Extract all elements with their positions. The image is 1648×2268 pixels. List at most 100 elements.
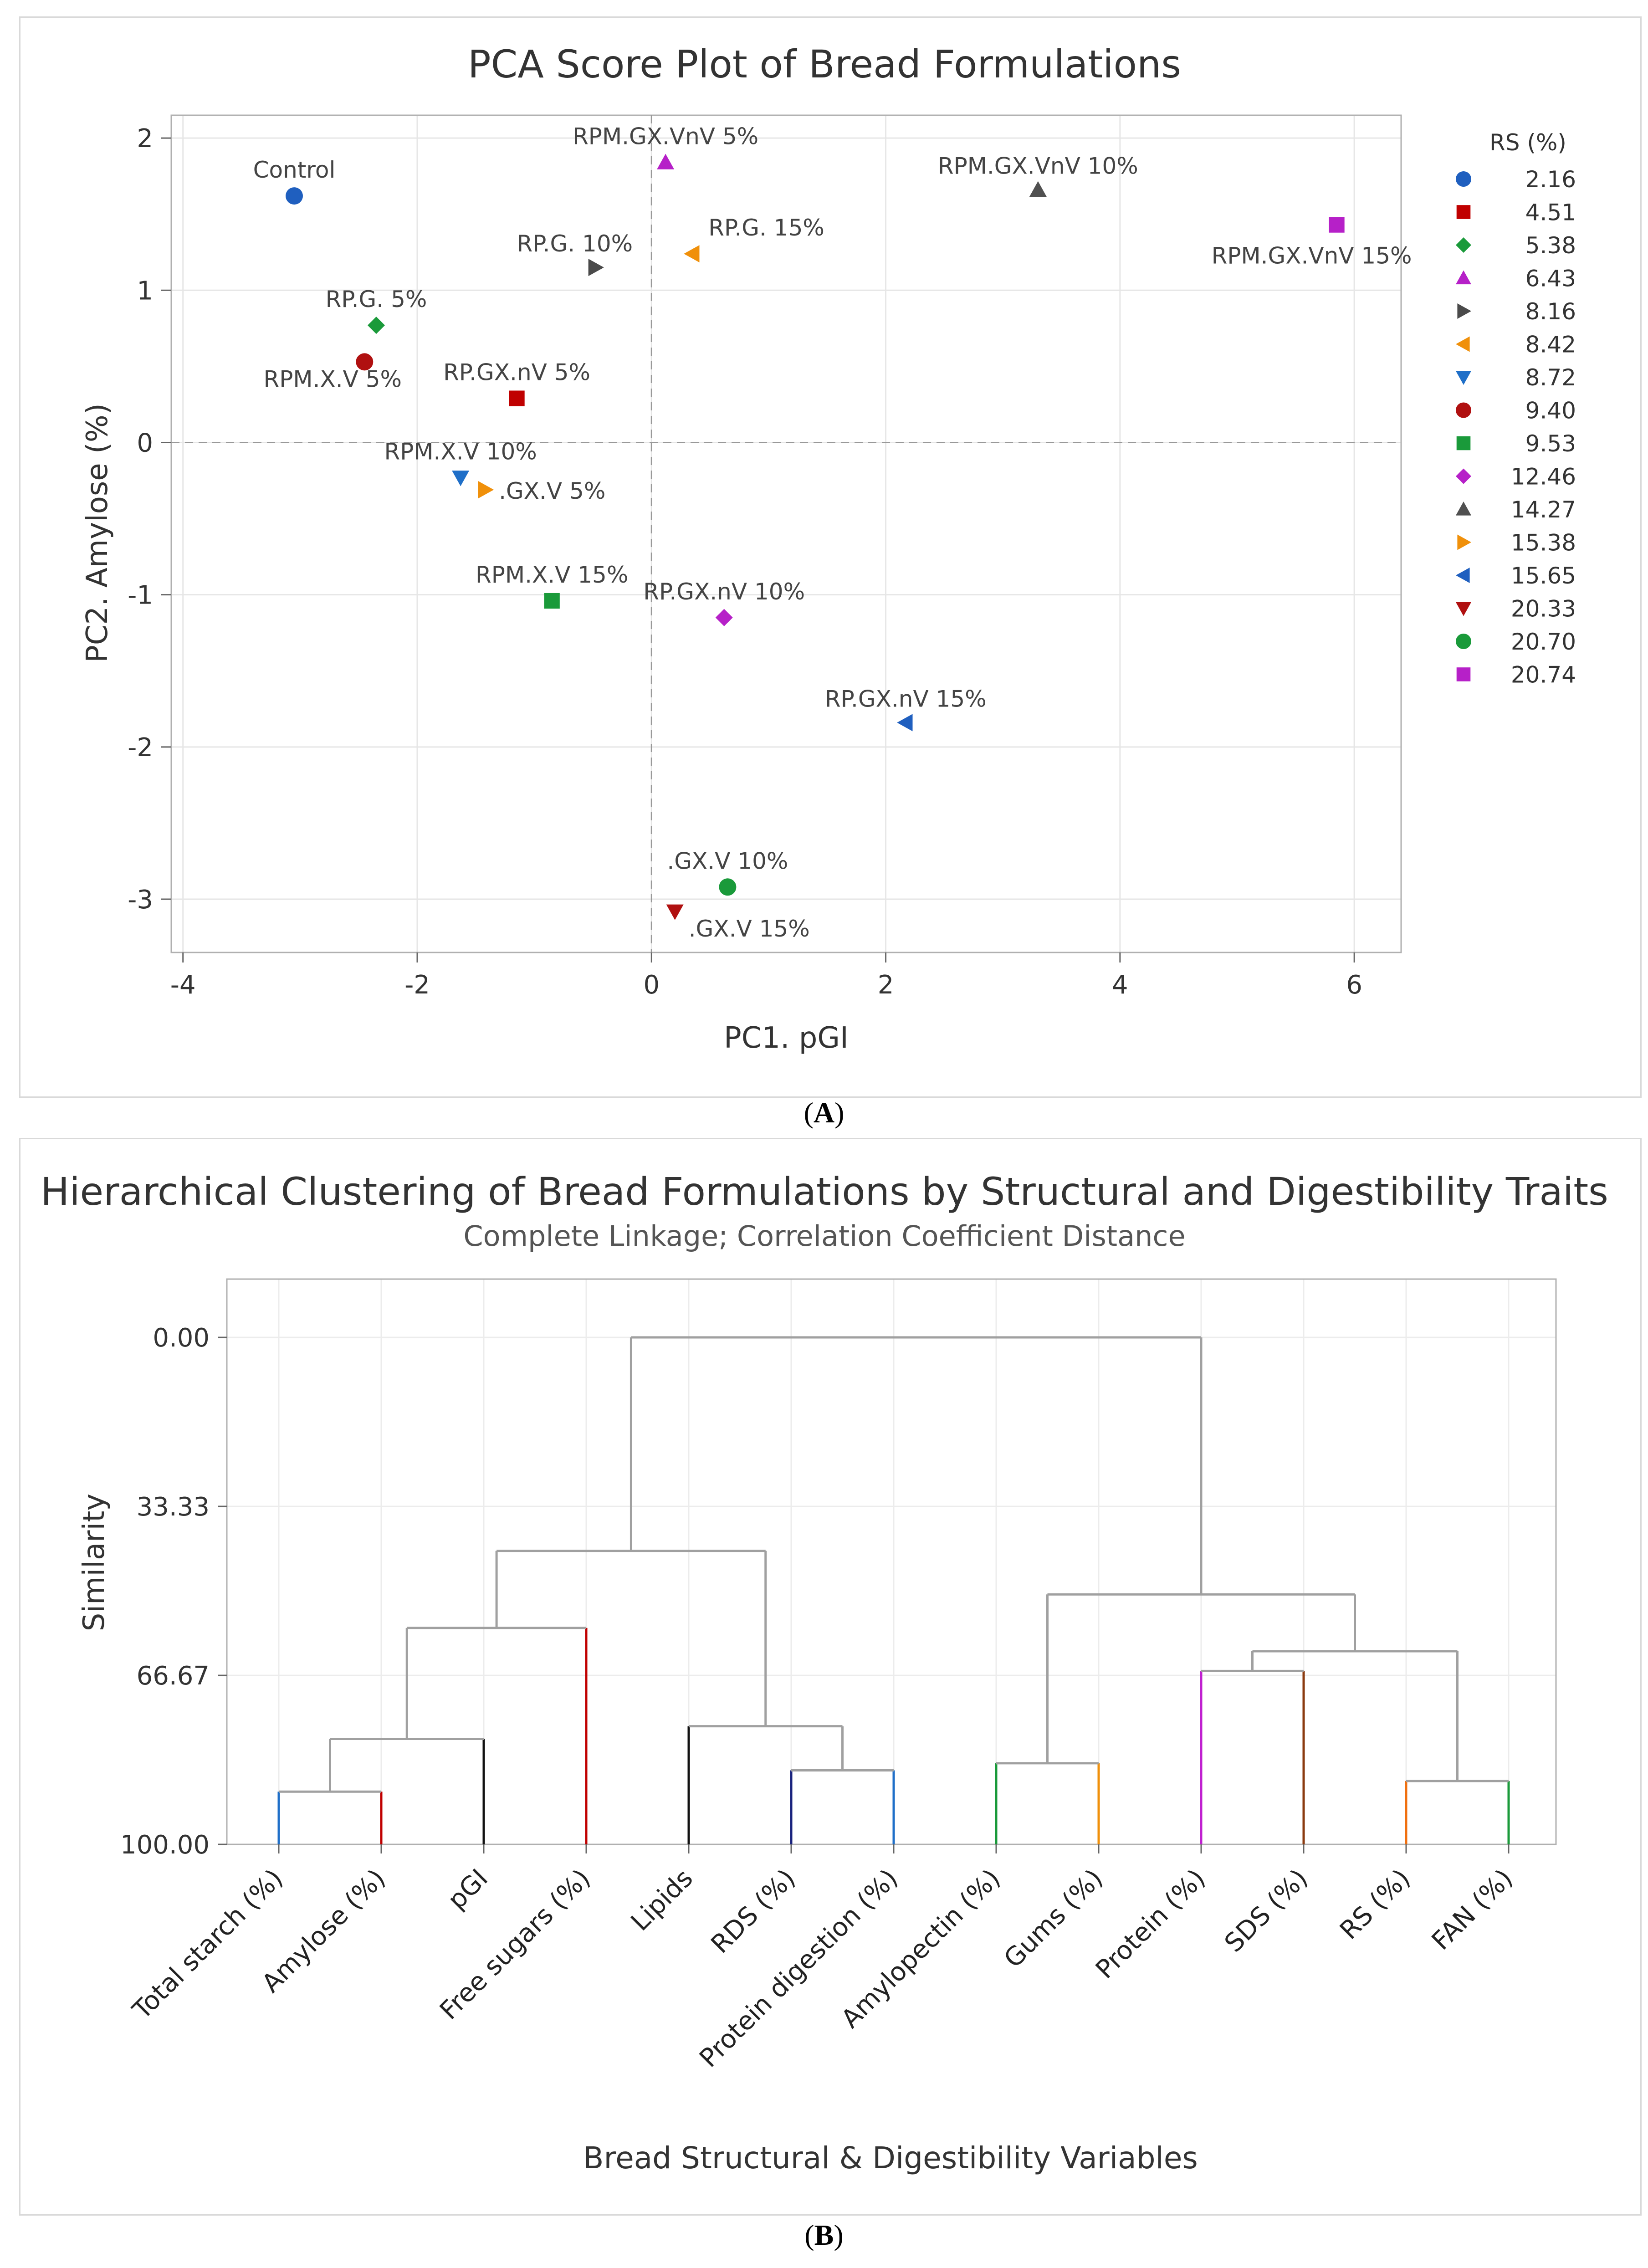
pca-y-tick-label: 1	[137, 276, 153, 306]
pca-point-marker	[588, 259, 604, 276]
pca-point-marker	[657, 154, 675, 169]
legend-entry-label: 8.16	[1525, 298, 1576, 325]
pca-point-label: RP.GX.nV 10%	[643, 579, 805, 605]
legend-entry-label: 20.33	[1511, 596, 1576, 622]
legend-marker	[1456, 371, 1471, 385]
pca-point-label: RP.G. 10%	[517, 230, 633, 257]
legend-marker	[1456, 468, 1471, 484]
legend-entry-label: 20.70	[1511, 629, 1576, 655]
legend-marker	[1457, 303, 1471, 319]
dendrogram-leaf-label: SDS (%)	[1219, 1864, 1314, 1958]
pca-ticks: -4 -2 0 2 4 6 -3 -2 -1 0 1 2	[128, 124, 1362, 1000]
pca-point-marker	[719, 878, 737, 896]
pca-point-label: RP.G. 5%	[326, 286, 427, 312]
pca-x-tick-label: 2	[878, 970, 894, 1000]
dendrogram-gridlines	[227, 1279, 1556, 1845]
pca-y-tick-label: -3	[128, 885, 153, 915]
legend-marker	[1456, 602, 1471, 616]
pca-point-marker	[897, 714, 913, 732]
legend-marker	[1456, 502, 1471, 516]
pca-point-label: .GX.V 10%	[667, 848, 788, 874]
legend-marker	[1456, 237, 1471, 253]
pca-score-plot: PCA Score Plot of Bread Formulations -4 -…	[81, 42, 1576, 1055]
dendrogram-y-tick-label: 100.00	[120, 1830, 210, 1860]
pca-point-marker	[478, 481, 494, 499]
dendrogram-leaf-label: Lipids	[625, 1864, 699, 1937]
legend-entry-label: 8.72	[1525, 364, 1576, 391]
dendrogram-subtitle: Complete Linkage; Correlation Coefficien…	[463, 1219, 1185, 1253]
pca-point-marker	[509, 390, 525, 406]
legend-marker	[1456, 436, 1471, 451]
pca-x-axis-label: PC1. pGI	[724, 1021, 849, 1055]
legend-marker	[1456, 568, 1470, 583]
legend-entry-label: 15.65	[1511, 563, 1576, 589]
panel-b-caption: (B)	[804, 2219, 844, 2251]
pca-y-tick-label: 2	[137, 124, 153, 154]
dendrogram-title: Hierarchical Clustering of Bread Formula…	[41, 1169, 1608, 1214]
pca-point-marker	[286, 187, 303, 205]
legend-marker	[1456, 667, 1471, 681]
dendrogram-leaf-label: Gums (%)	[998, 1864, 1109, 1974]
legend-marker	[1456, 336, 1470, 352]
pca-point-label: RPM.GX.VnV 15%	[1212, 243, 1412, 269]
legend-entry-label: 9.40	[1525, 398, 1576, 424]
pca-x-tick-label: -2	[404, 970, 430, 1000]
dendrogram-leaf-label: RS (%)	[1334, 1864, 1416, 1945]
pca-x-tick-label: -4	[170, 970, 196, 1000]
legend-entry-label: 20.74	[1511, 662, 1576, 688]
legend-entry-label: 9.53	[1525, 430, 1576, 457]
pca-x-tick-label: 6	[1346, 970, 1362, 1000]
dendrogram-y-tick-label: 33.33	[137, 1492, 210, 1522]
pca-point-marker	[1329, 217, 1345, 233]
pca-point-marker	[1029, 181, 1047, 197]
panel-a-caption: (A)	[804, 1096, 844, 1129]
legend-entry-label: 15.38	[1511, 530, 1576, 556]
pca-title: PCA Score Plot of Bread Formulations	[468, 42, 1181, 87]
pca-points: Control RP.GX.nV 5% RP.G. 5% RPM.GX.VnV 5% R…	[253, 123, 1412, 942]
legend-entry-label: 6.43	[1525, 266, 1576, 292]
legend-entry-label: 2.16	[1525, 166, 1576, 193]
legend-marker	[1456, 634, 1471, 649]
legend-marker	[1456, 270, 1471, 285]
pca-point-label: .GX.V 5%	[499, 478, 605, 504]
dendrogram-ticks: 0.00 33.33 66.67 100.00	[120, 1323, 1510, 1860]
legend-entry-label: 8.42	[1525, 332, 1576, 358]
legend-entry-label: 14.27	[1511, 497, 1576, 523]
legend-marker	[1456, 171, 1471, 187]
dendrogram-x-axis-label: Bread Structural & Digestibility Variabl…	[583, 2140, 1198, 2176]
pca-y-tick-label: 0	[137, 428, 153, 458]
pca-point-label: RPM.X.V 5%	[264, 366, 402, 392]
pca-point-marker	[666, 904, 684, 920]
dendrogram-plot-frame	[226, 1278, 1557, 1845]
legend-entry-label: 12.46	[1511, 464, 1576, 490]
pca-point-label: RPM.GX.VnV 5%	[573, 123, 758, 150]
pca-point-marker	[356, 353, 374, 371]
pca-legend: RS (%) 2.16 4.51 5.38 6.43 8.16 8.42 8.72 9.40 9…	[1456, 129, 1576, 688]
legend-title: RS (%)	[1489, 129, 1566, 156]
legend-entry-label: 4.51	[1525, 200, 1576, 226]
dendrogram-leaf-label: pGI	[442, 1864, 493, 1915]
legend-marker	[1456, 402, 1471, 418]
pca-point-label: RPM.GX.VnV 10%	[938, 153, 1138, 179]
pca-point-marker	[715, 609, 733, 626]
dendrogram-leaf-label: Total starch (%)	[127, 1864, 289, 2026]
dendrogram-leaf-label: Protein (%)	[1090, 1864, 1211, 1985]
pca-x-tick-label: 4	[1112, 970, 1128, 1000]
pca-point-label: RP.GX.nV 15%	[825, 686, 987, 712]
dendrogram-panel-frame	[19, 1138, 1642, 2216]
pca-point-label: RPM.X.V 10%	[384, 438, 537, 465]
pca-plot-frame	[170, 114, 1402, 953]
pca-point-label: .GX.V 15%	[689, 916, 810, 942]
dendrogram-leaf-label: Protein digestion (%)	[694, 1864, 904, 2073]
pca-y-axis-label: PC2. Amylose (%)	[81, 403, 114, 662]
pca-reference-lines	[171, 115, 1401, 952]
pca-y-tick-label: -2	[128, 733, 153, 763]
pca-point-label: RP.GX.nV 5%	[443, 359, 590, 386]
dendrogram-y-tick-label: 0.00	[153, 1323, 210, 1353]
legend-marker	[1457, 534, 1471, 550]
pca-point-marker	[452, 471, 470, 486]
pca-point-marker	[544, 593, 560, 609]
dendrogram-leaf-label: RDS (%)	[706, 1864, 801, 1959]
pca-x-tick-label: 0	[643, 970, 660, 1000]
